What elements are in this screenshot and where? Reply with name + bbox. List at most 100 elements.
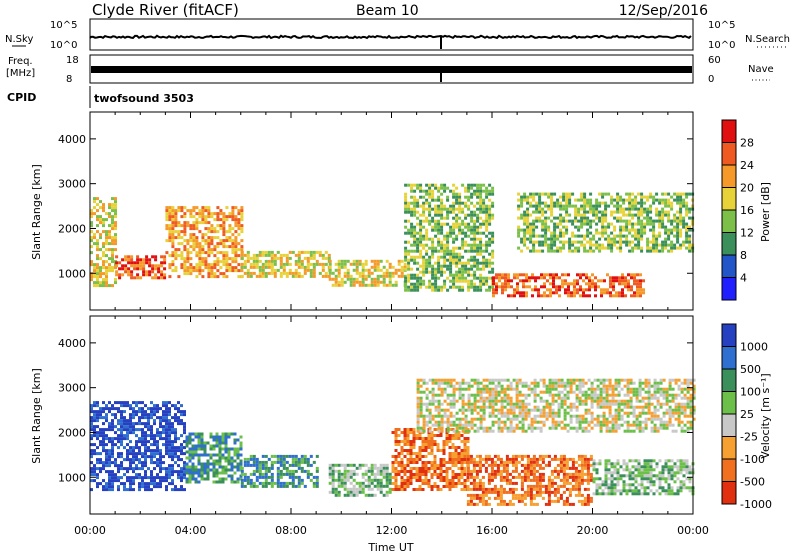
heatmap-cell <box>102 428 105 432</box>
heatmap-cell <box>473 204 477 208</box>
heatmap-cell <box>171 404 174 408</box>
heatmap-cell <box>574 207 578 211</box>
heatmap-cell <box>532 249 536 253</box>
heatmap-cell <box>577 234 581 238</box>
heatmap-cell <box>394 461 398 464</box>
heatmap-cell <box>258 271 262 275</box>
heatmap-cell <box>443 261 447 265</box>
heatmap-cell <box>574 213 578 217</box>
heatmap-cell <box>473 288 477 292</box>
heatmap-cell <box>512 405 516 409</box>
heatmap-cell <box>309 268 313 272</box>
heatmap-cell <box>416 273 420 277</box>
heatmap-cell <box>216 263 220 267</box>
heatmap-cell <box>111 224 114 228</box>
heatmap-cell <box>518 402 522 406</box>
colorbar-segment <box>722 232 736 255</box>
heatmap-cell <box>679 216 683 220</box>
heatmap-cell <box>621 291 624 295</box>
heatmap-cell <box>282 460 286 464</box>
heatmap-cell <box>519 279 522 283</box>
heatmap-cell <box>111 215 114 219</box>
heatmap-cell <box>334 277 338 281</box>
heatmap-cell <box>108 437 111 441</box>
heatmap-cell <box>466 446 470 449</box>
heatmap-cell <box>90 230 93 234</box>
heatmap-cell <box>442 464 446 467</box>
heatmap-cell <box>203 468 207 472</box>
heatmap-cell <box>572 378 576 382</box>
heatmap-cell <box>382 271 386 275</box>
heatmap-cell <box>144 458 147 462</box>
heatmap-cell <box>679 246 683 250</box>
heatmap-cell <box>452 195 456 199</box>
heatmap-cell <box>600 294 603 298</box>
heatmap-cell <box>255 463 259 467</box>
heatmap-cell <box>105 443 108 447</box>
heatmap-cell <box>102 230 105 234</box>
heatmap-cell <box>530 381 534 385</box>
heatmap-cell <box>102 245 105 249</box>
heatmap-cell <box>446 249 450 253</box>
heatmap-cell <box>183 239 187 243</box>
heatmap-cell <box>550 213 554 217</box>
heatmap-cell <box>388 478 392 482</box>
heatmap-cell <box>419 414 423 418</box>
heatmap-cell <box>506 411 510 415</box>
heatmap-cell <box>171 428 174 432</box>
heatmap-cell <box>114 221 117 225</box>
heatmap-cell <box>300 250 304 254</box>
heatmap-cell <box>201 209 205 213</box>
heatmap-cell <box>234 221 238 225</box>
heatmap-cell <box>452 402 456 406</box>
heatmap-cell <box>533 393 537 397</box>
heatmap-cell <box>437 231 441 235</box>
heatmap-cell <box>200 477 204 481</box>
heatmap-cell <box>397 259 401 263</box>
heatmap-cell <box>431 264 435 268</box>
heatmap-cell <box>121 267 125 271</box>
heatmap-cell <box>548 414 552 418</box>
heatmap-cell <box>403 464 407 467</box>
heatmap-cell <box>337 265 341 269</box>
heatmap-cell <box>136 267 140 271</box>
heatmap-cell <box>473 219 477 223</box>
heatmap-cell <box>476 258 480 262</box>
heatmap-cell <box>213 272 217 276</box>
heatmap-cell <box>120 452 123 456</box>
nsearch-tick-bottom: 10^0 <box>708 40 735 51</box>
heatmap-cell <box>562 243 566 247</box>
heatmap-cell <box>147 476 150 480</box>
heatmap-cell <box>583 198 587 202</box>
heatmap-cell <box>433 467 437 470</box>
heatmap-cell <box>458 270 462 274</box>
heatmap-cell <box>604 231 608 235</box>
heatmap-cell <box>443 222 447 226</box>
heatmap-cell <box>198 242 202 246</box>
heatmap-cell <box>455 411 459 415</box>
heatmap-cell <box>630 288 633 292</box>
heatmap-cell <box>554 399 558 403</box>
heatmap-cell <box>255 475 259 479</box>
heatmap-cell <box>315 478 319 482</box>
heatmap-cell <box>639 294 642 298</box>
heatmap-cell <box>631 225 635 229</box>
heatmap-cell <box>165 251 169 255</box>
heatmap-cell <box>676 216 680 220</box>
heatmap-cell <box>138 452 141 456</box>
heatmap-cell <box>601 192 605 196</box>
heatmap-cell <box>556 234 560 238</box>
heatmap-cell <box>413 207 417 211</box>
heatmap-cell <box>243 478 247 482</box>
heatmap-cell <box>535 204 539 208</box>
heatmap-cell <box>630 273 633 277</box>
heatmap-cell <box>218 462 222 466</box>
heatmap-cell <box>376 283 380 287</box>
heatmap-cell <box>449 402 453 406</box>
heatmap-cell <box>276 481 280 485</box>
heatmap-cell <box>625 207 629 211</box>
heatmap-cell <box>111 425 114 429</box>
heatmap-cell <box>243 475 247 479</box>
heatmap-cell <box>246 463 250 467</box>
heatmap-cell <box>153 482 156 486</box>
